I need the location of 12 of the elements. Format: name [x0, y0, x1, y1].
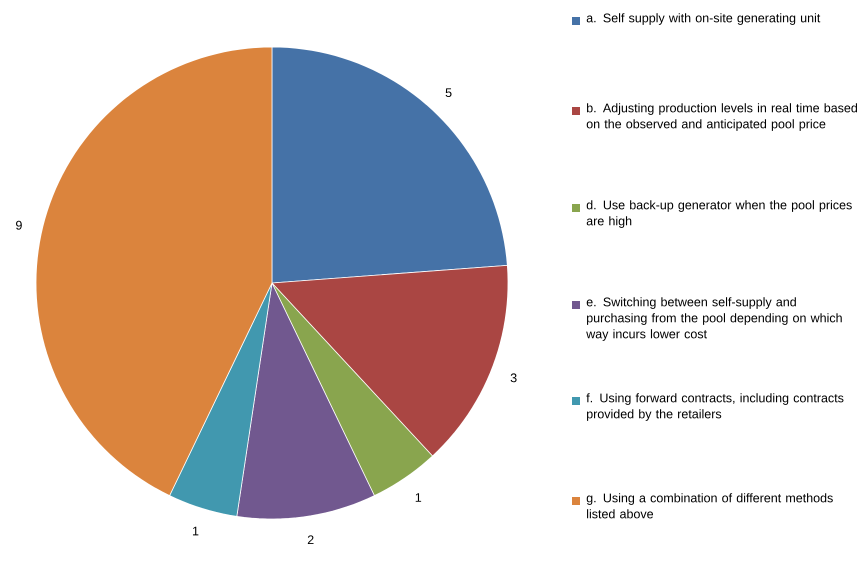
legend-label: g. Using a combination of different methods listed above [586, 493, 833, 518]
legend-label: b. Adjusting production levels in real time based on the observed and anticipated pool price [586, 103, 858, 131]
data-label: 5 [446, 88, 452, 98]
legend-label: f. Using forward contracts, including contracts provided by the retailers [586, 393, 844, 421]
data-label: 1 [416, 493, 422, 502]
data-label: 2 [308, 535, 314, 544]
legend-label: a. Self supply with on-site generating unit [586, 13, 820, 25]
data-label: 3 [510, 373, 517, 382]
legend-label: e. Switching between self-supply and purchasing from the pool depending on which way incurs lower cost [586, 297, 842, 341]
data-label: 9 [16, 220, 22, 230]
data-label: 1 [192, 526, 198, 536]
legend-label: d. Use back-up generator when the pool prices are high [586, 200, 852, 228]
